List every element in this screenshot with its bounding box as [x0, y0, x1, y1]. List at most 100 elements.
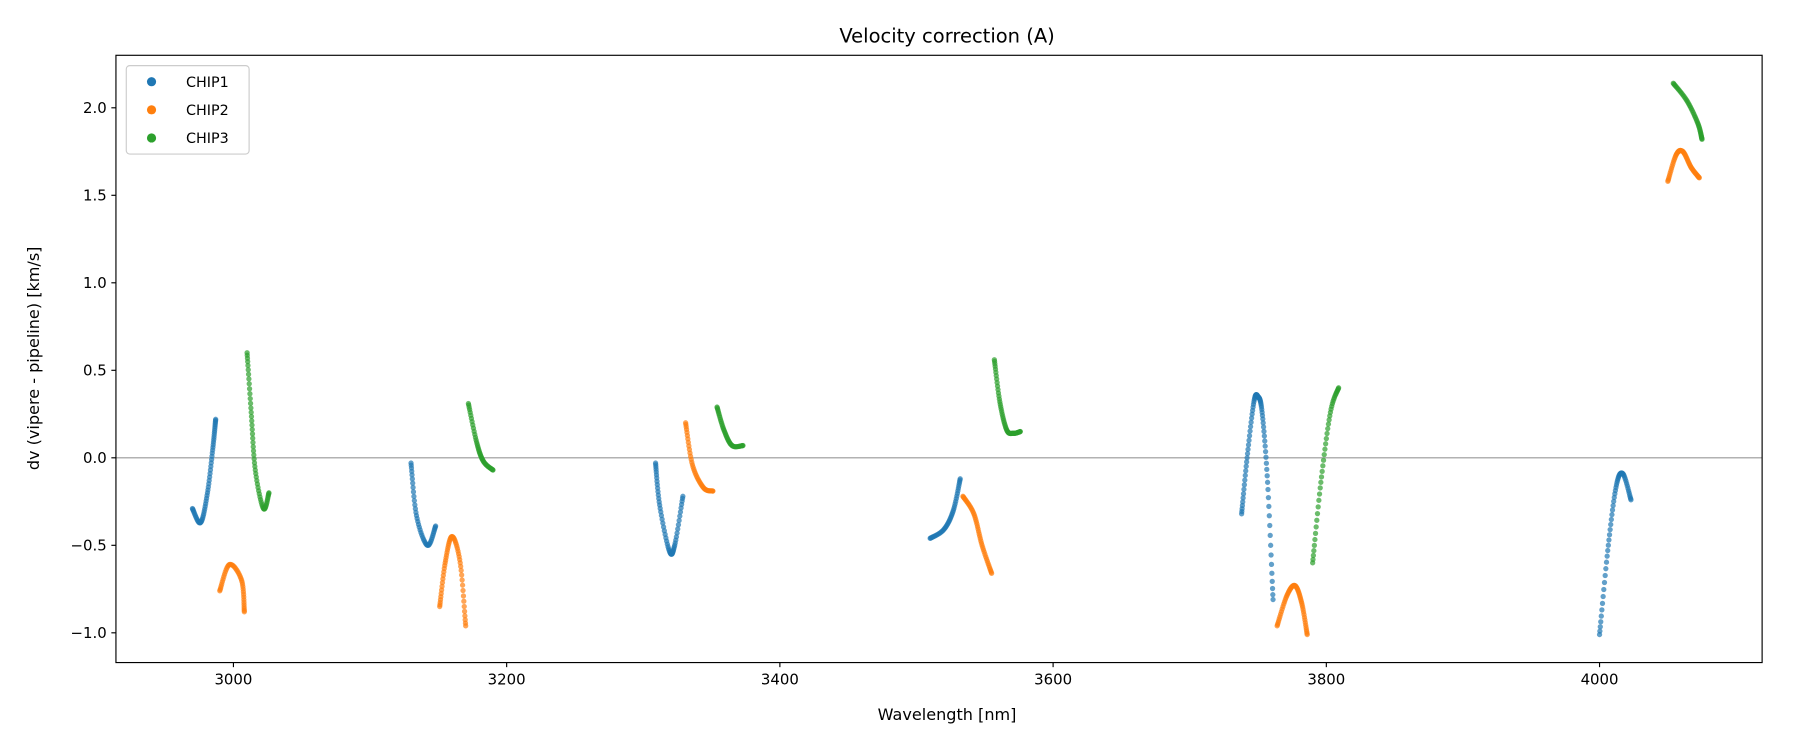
- y-tick-label: −0.5: [71, 536, 107, 554]
- data-point-chip3: [246, 376, 252, 382]
- data-point-chip1: [1246, 433, 1253, 439]
- data-point-chip3: [266, 490, 272, 496]
- legend-marker-chip1: [146, 77, 157, 87]
- data-point-chip3: [1322, 446, 1328, 452]
- data-point-chip1: [1246, 437, 1252, 443]
- data-point-chip2: [459, 572, 465, 578]
- data-point-chip3: [1699, 136, 1705, 142]
- data-point-chip1: [1270, 596, 1276, 603]
- x-tick-label: 3200: [488, 670, 526, 688]
- data-point-chip1: [1602, 572, 1608, 579]
- data-point-chip1: [1240, 495, 1246, 501]
- data-point-chip3: [740, 442, 746, 449]
- y-tick-label: −1.0: [71, 624, 107, 642]
- data-point-chip1: [1608, 521, 1614, 528]
- data-point-chip3: [1313, 524, 1319, 530]
- data-point-chip1: [1601, 579, 1608, 586]
- data-point-chip1: [1245, 446, 1251, 453]
- data-point-chip1: [1266, 513, 1272, 519]
- data-point-chip2: [710, 488, 716, 494]
- data-point-chip1: [1264, 473, 1270, 479]
- x-tick-label: 4000: [1581, 670, 1619, 688]
- data-point-chip2: [1696, 175, 1702, 181]
- data-point-chip3: [250, 444, 256, 450]
- data-point-chip3: [250, 448, 257, 454]
- data-point-chip1: [1609, 512, 1615, 518]
- data-point-chip3: [1316, 497, 1322, 503]
- data-point-chip1: [1260, 416, 1266, 422]
- data-point-chip3: [249, 418, 255, 424]
- data-point-chip1: [1266, 503, 1272, 510]
- data-point-chip3: [1319, 468, 1325, 474]
- data-point-chip3: [1312, 536, 1318, 543]
- legend-label-chip3: CHIP3: [186, 131, 229, 147]
- data-point-chip1: [957, 476, 963, 482]
- data-point-chip1: [1605, 542, 1611, 548]
- data-point-chip1: [1607, 526, 1613, 533]
- data-point-chip1: [1599, 607, 1605, 613]
- legend-marker-chip2: [146, 105, 157, 115]
- data-point-chip1: [410, 489, 417, 495]
- y-axis-label: dv (vipere - pipeline) [km/s]: [24, 247, 43, 471]
- data-point-chip1: [1606, 537, 1612, 543]
- data-point-chip2: [460, 587, 466, 594]
- data-point-chip3: [1326, 417, 1332, 423]
- data-point-chip2: [458, 567, 464, 574]
- data-point-chip3: [248, 405, 254, 411]
- data-point-chip3: [1325, 426, 1331, 432]
- data-point-chip1: [410, 484, 416, 491]
- data-points: [189, 80, 1705, 638]
- data-point-chip3: [1017, 428, 1023, 435]
- data-point-chip3: [250, 435, 256, 441]
- data-point-chip2: [458, 563, 464, 569]
- data-point-chip2: [463, 623, 469, 629]
- data-point-chip3: [1314, 510, 1321, 517]
- data-point-chip2: [462, 613, 468, 619]
- data-point-chip1: [1269, 578, 1275, 584]
- data-point-chip1: [1241, 482, 1248, 488]
- data-point-chip1: [1243, 463, 1249, 469]
- data-point-chip3: [249, 426, 255, 433]
- data-point-chip1: [1262, 443, 1268, 449]
- data-point-chip1: [1270, 592, 1276, 598]
- data-point-chip1: [1268, 561, 1275, 568]
- data-point-chip1: [1243, 468, 1249, 474]
- data-point-chip1: [1267, 532, 1273, 539]
- data-point-chip2: [461, 598, 467, 604]
- data-point-chip3: [246, 381, 252, 387]
- data-point-chip1: [1261, 428, 1267, 435]
- data-point-chip2: [1304, 631, 1310, 638]
- data-point-chip3: [251, 452, 257, 458]
- y-axis-ticks: −1.0 −0.5 0.0 0.5 1.0 1.5 2.0: [71, 99, 116, 642]
- data-point-chip1: [1601, 586, 1607, 593]
- data-point-chip1: [675, 522, 682, 528]
- legend-label-chip1: CHIP1: [186, 75, 229, 91]
- data-point-chip1: [1597, 628, 1603, 634]
- data-point-chip3: [1315, 504, 1321, 510]
- data-point-chip3: [1325, 421, 1332, 427]
- data-point-chip3: [1310, 556, 1316, 563]
- data-point-chip1: [1248, 419, 1254, 425]
- legend: CHIP1 CHIP2 CHIP3: [125, 65, 250, 155]
- legend-marker-chip3: [146, 133, 157, 143]
- y-tick-label: 0.5: [83, 361, 107, 379]
- data-point-chip3: [1314, 517, 1320, 523]
- chart-title: Velocity correction (A): [839, 25, 1054, 48]
- data-point-chip3: [1320, 457, 1327, 463]
- data-point-chip3: [247, 400, 254, 407]
- data-point-chip1: [1260, 420, 1266, 426]
- data-point-chip3: [248, 409, 254, 415]
- data-point-chip3: [1324, 430, 1330, 437]
- data-point-chip1: [411, 493, 417, 499]
- data-point-chip1: [1260, 424, 1267, 430]
- data-point-chip3: [1321, 452, 1327, 458]
- data-point-chip1: [1261, 433, 1268, 439]
- data-point-chip3: [1323, 441, 1329, 447]
- data-point-chip2: [241, 609, 247, 615]
- data-point-chip1: [1263, 454, 1269, 460]
- data-point-chip1: [1262, 448, 1269, 455]
- data-point-chip1: [1241, 486, 1247, 492]
- data-point-chip3: [247, 395, 253, 402]
- data-point-chip1: [1269, 585, 1276, 592]
